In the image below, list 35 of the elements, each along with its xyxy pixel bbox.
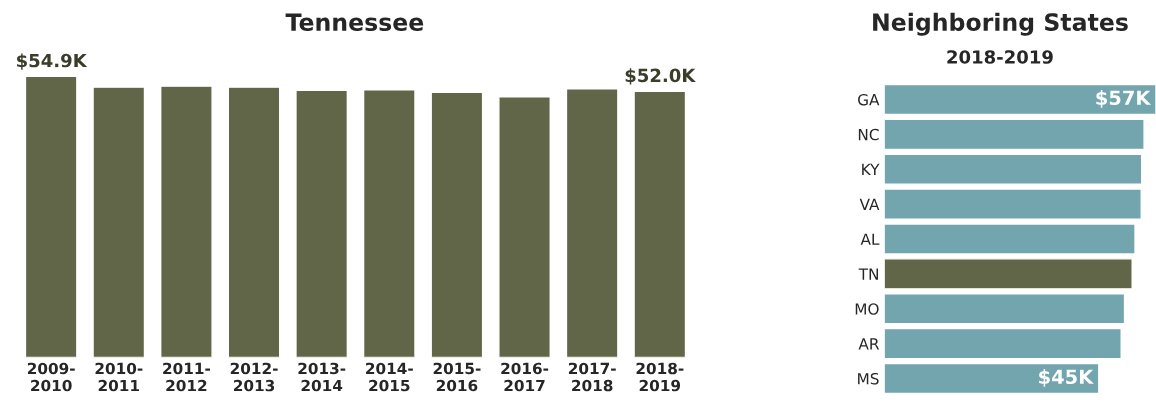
bar (884, 293, 1126, 325)
y-tick-label: KY (862, 163, 880, 176)
x-tick-label: 2014- 2015 (366, 362, 413, 392)
data-label: $45K (1039, 369, 1094, 387)
chart-title: Tennessee (285, 13, 424, 32)
x-tick-label: 2016- 2017 (501, 362, 549, 392)
data-label: $54.9K (17, 53, 88, 70)
x-tick-label: 2013- 2014 (298, 362, 346, 392)
y-tick-label: AR (858, 338, 880, 350)
y-tick-label: NC (858, 128, 879, 141)
x-tick-label: 2017- 2018 (568, 362, 616, 392)
y-tick-label: VA (859, 198, 880, 210)
y-tick-label: TN (858, 268, 878, 280)
bar (884, 118, 1145, 151)
chart-subtitle: 2018-2019 (947, 50, 1053, 64)
y-tick-label: MO (855, 303, 879, 315)
x-tick-label: 2012- 2013 (230, 362, 278, 392)
x-tick-label: 2011- 2012 (163, 362, 211, 392)
bar (884, 362, 1100, 395)
x-tick-label: 2010- 2011 (95, 362, 143, 392)
x-tick-label: 2015- 2016 (433, 362, 481, 392)
x-tick-label: 2009- 2010 (27, 362, 75, 392)
bar (884, 188, 1142, 220)
bar (884, 327, 1122, 360)
y-tick-label: MS (858, 372, 879, 385)
bar (884, 223, 1136, 255)
data-label: $57K (1096, 90, 1152, 108)
chart-title: Neighboring States (873, 12, 1128, 36)
bar (884, 258, 1133, 290)
bar (884, 153, 1143, 185)
bar (884, 83, 1156, 116)
x-tick-label: 2018- 2019 (636, 362, 684, 392)
y-tick-label: AL (860, 233, 880, 245)
y-tick-label: GA (858, 93, 880, 106)
data-label: $52.0K (625, 68, 696, 85)
